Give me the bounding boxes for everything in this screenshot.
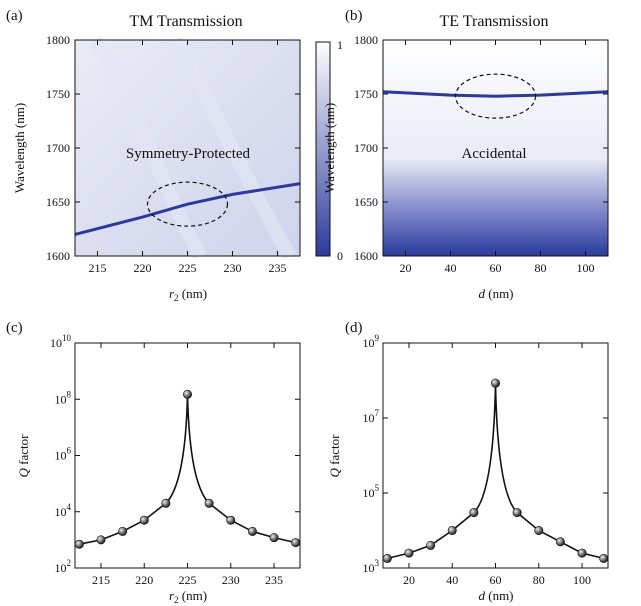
panel-d-y-tick-label: 105: [363, 483, 380, 500]
panel-d-data-point: [535, 526, 543, 534]
panel-d-x-tick-label: 20: [403, 573, 415, 587]
panel-c-letter: (c): [6, 320, 23, 336]
panel-b-title: TE Transmission: [440, 13, 549, 30]
panel-c-x-tick-label: 215: [92, 573, 110, 587]
panel-a-x-tick-label: 225: [179, 261, 197, 275]
panel-d-xlabel: d (nm): [478, 588, 513, 603]
panel-c-y-tick-label: 108: [55, 389, 72, 406]
panel-b-y-tick-label: 1600: [354, 249, 378, 263]
panel-b-x-tick-label: 80: [535, 261, 547, 275]
panel-c-y-tick-label: 104: [55, 502, 72, 519]
panel-b-letter: (b): [345, 8, 363, 24]
panel-d-frame: [383, 343, 608, 568]
panel-c-data-point: [118, 527, 126, 535]
panel-b-xlabel: d (nm): [478, 286, 513, 301]
panel-d-y-tick-label: 103: [363, 558, 380, 575]
panel-d-data-point: [448, 526, 456, 534]
panel-d-data-point: [405, 549, 413, 557]
panel-b-y-tick-label: 1750: [354, 87, 378, 101]
panel-a-x-tick-label: 215: [89, 261, 107, 275]
panel-d-y-ticks: 103 105 107 109: [363, 333, 609, 575]
panel-c-frame: [75, 343, 300, 568]
panel-c-y-tick-label: 102: [55, 558, 72, 575]
panel-d-data-point: [426, 541, 434, 549]
panel-c-x-tick-label: 235: [265, 573, 283, 587]
panel-c-data-point: [291, 538, 299, 546]
panel-d: (d) 20 40 60 80 100 103 105 107 109 d (nm) Q fa…: [327, 320, 608, 603]
panel-b-ylabel: Wavelength (nm): [322, 103, 337, 193]
panel-c-data-point: [270, 533, 278, 541]
panel-b-y-tick-label: 1800: [354, 33, 378, 47]
panel-c-data-point: [162, 499, 170, 507]
panel-c-x-tick-label: 230: [222, 573, 240, 587]
panel-d-data-point: [578, 549, 586, 557]
panel-d-data-point: [383, 554, 391, 562]
panel-d-data-point: [599, 554, 607, 562]
panel-a-x-tick-label: 235: [269, 261, 287, 275]
panel-c-ylabel: Q factor: [16, 434, 31, 478]
panel-c-x-tick-label: 220: [135, 573, 153, 587]
panel-c-y-tick-label: 1010: [50, 333, 72, 350]
panel-a-y-tick-label: 1800: [46, 33, 70, 47]
panel-a-y-tick-label: 1750: [46, 87, 70, 101]
colorbar-max-label: 1: [337, 38, 343, 52]
panel-b-x-tick-label: 20: [400, 261, 412, 275]
panel-c-data-point: [97, 536, 105, 544]
panel-d-data-point: [470, 508, 478, 516]
te-annotation: Accidental: [462, 146, 527, 162]
panel-c-data-point: [183, 390, 191, 398]
panel-a-ylabel: Wavelength (nm): [12, 103, 27, 193]
panel-b-y-tick-label: 1700: [354, 141, 378, 155]
panel-b-y-tick-label: 1650: [354, 195, 378, 209]
panel-a: (a) TM Transmission Symmetry-Protected 2…: [6, 8, 343, 303]
panel-d-x-tick-label: 80: [533, 573, 545, 587]
panel-a-title: TM Transmission: [129, 13, 242, 30]
panel-c-y-ticks: 102 104 106 108 1010: [50, 333, 300, 575]
colorbar-min-label: 0: [337, 249, 343, 263]
panel-d-data-point: [491, 379, 499, 387]
panel-b: (b) TE Transmission Accidental 20 40 60 80 1…: [322, 8, 608, 301]
panel-d-data-point: [556, 538, 564, 546]
panel-d-y-tick-label: 107: [363, 408, 380, 425]
panel-d-ylabel: Q factor: [327, 434, 342, 478]
panel-d-x-tick-label: 40: [446, 573, 458, 587]
panel-d-y-tick-label: 109: [363, 333, 380, 350]
panel-d-data-point: [513, 508, 521, 516]
panel-d-curve: [387, 383, 603, 558]
panel-c-xlabel: r2 (nm): [169, 588, 207, 605]
panel-c-data-point: [75, 540, 83, 548]
panel-d-x-tick-label: 60: [490, 573, 502, 587]
panel-c-data-point: [227, 516, 235, 524]
panel-d-letter: (d): [345, 320, 363, 336]
panel-b-x-tick-label: 40: [445, 261, 457, 275]
panel-a-x-tick-label: 230: [224, 261, 242, 275]
panel-a-y-tick-label: 1700: [46, 141, 70, 155]
panel-d-x-tick-label: 100: [573, 573, 591, 587]
panel-c-data-point: [205, 499, 213, 507]
panel-c-data-point: [140, 516, 148, 524]
panel-c-x-tick-label: 225: [179, 573, 197, 587]
panel-c-data-point: [248, 527, 256, 535]
panel-c-curve: [79, 394, 295, 544]
panel-a-xlabel: r2 (nm): [169, 286, 207, 303]
tm-annotation: Symmetry-Protected: [126, 146, 251, 162]
panel-c-x-ticks: 215 220 225 230 235: [92, 343, 283, 587]
panel-a-y-tick-label: 1600: [46, 249, 70, 263]
panel-b-x-tick-label: 60: [490, 261, 502, 275]
panel-a-letter: (a): [6, 8, 23, 24]
panel-a-y-tick-label: 1650: [46, 195, 70, 209]
panel-b-x-tick-label: 100: [577, 261, 595, 275]
panel-c-y-tick-label: 106: [55, 446, 72, 463]
panel-c: (c) 215 220 225 230 235 102 104 106 108 1010 r2 …: [6, 320, 300, 605]
panel-a-x-tick-label: 220: [134, 261, 152, 275]
